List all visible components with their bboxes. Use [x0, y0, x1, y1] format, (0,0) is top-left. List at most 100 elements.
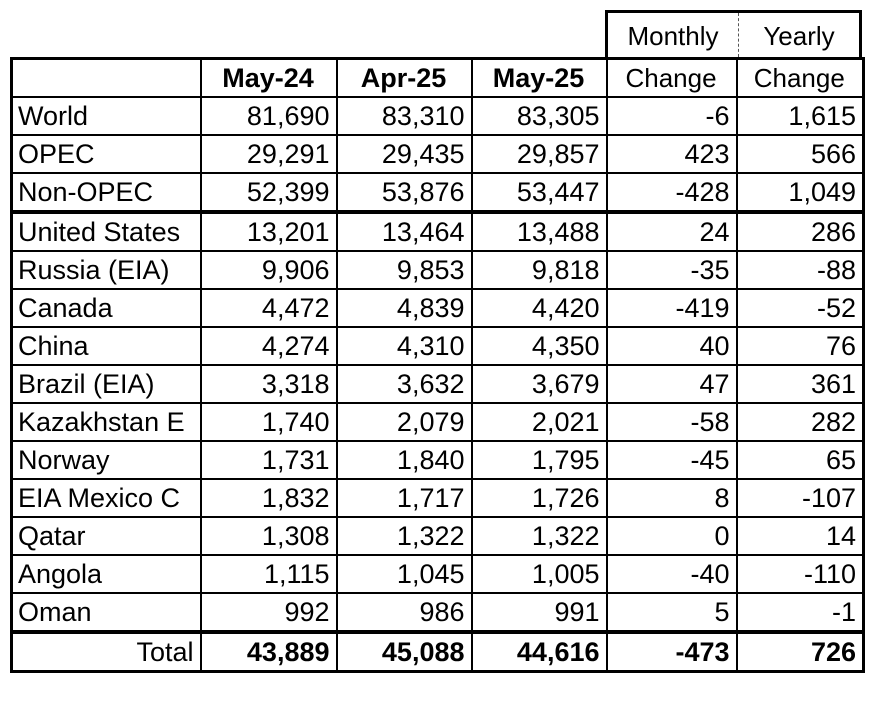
table-cell: 3,632	[335, 364, 473, 404]
table-cell: 1,308	[199, 516, 338, 556]
table-row: Canada 4,472 4,839 4,420 -419 -52	[10, 288, 865, 328]
table-cell: 1,840	[335, 440, 473, 480]
table-cell: 1,115	[199, 554, 338, 594]
table-cell: 9,906	[199, 250, 338, 290]
table-cell: 726	[735, 630, 865, 673]
header-blank	[10, 57, 202, 98]
table-cell: 4,310	[335, 326, 473, 366]
table-row: Angola 1,115 1,045 1,005 -40 -110	[10, 554, 865, 594]
table-cell: 4,350	[470, 326, 608, 366]
table-cell: 1,322	[335, 516, 473, 556]
row-label: Total	[10, 630, 202, 673]
row-label: Brazil (EIA)	[10, 364, 202, 404]
table-row: Total 43,889 45,088 44,616 -473 726	[10, 630, 865, 673]
table-cell: 76	[735, 326, 865, 366]
table-cell: 1,717	[335, 478, 473, 518]
header-apr-25: Apr-25	[335, 57, 473, 98]
table-cell: -419	[605, 288, 738, 328]
header-may-24: May-24	[199, 57, 338, 98]
table-cell: -107	[735, 478, 865, 518]
table-cell: 286	[735, 211, 865, 252]
row-label: Canada	[10, 288, 202, 328]
table-cell: 3,318	[199, 364, 338, 404]
table-cell: -1	[735, 592, 865, 633]
table-cell: -52	[735, 288, 865, 328]
table-cell: 1,731	[199, 440, 338, 480]
yearly-header: Yearly	[763, 21, 835, 51]
table-row: United States 13,201 13,464 13,488 24 286	[10, 211, 865, 252]
row-label: Non-OPEC	[10, 172, 202, 214]
table-cell: 29,291	[199, 134, 338, 174]
table-cell: 29,857	[470, 134, 608, 174]
table-cell: -35	[605, 250, 738, 290]
row-label: EIA Mexico C	[10, 478, 202, 518]
table-cell: -45	[605, 440, 738, 480]
table-cell: 282	[735, 402, 865, 442]
row-label: Angola	[10, 554, 202, 594]
table-row: China 4,274 4,310 4,350 40 76	[10, 326, 865, 366]
table-cell: 45,088	[335, 630, 473, 673]
table-cell: 9,853	[335, 250, 473, 290]
header-may-25: May-25	[470, 57, 608, 98]
table-cell: 0	[605, 516, 738, 556]
table-cell: 83,305	[470, 96, 608, 136]
table-cell: 1,740	[199, 402, 338, 442]
table-cell: 29,435	[335, 134, 473, 174]
change-header-top: Monthly Yearly	[605, 10, 862, 57]
table-cell: 991	[470, 592, 608, 633]
table-cell: 13,464	[335, 211, 473, 252]
table-row: World 81,690 83,310 83,305 -6 1,615	[10, 96, 865, 136]
table-cell: -58	[605, 402, 738, 442]
row-label: OPEC	[10, 134, 202, 174]
table-cell: 992	[199, 592, 338, 633]
table-cell: -428	[605, 172, 738, 214]
table-row: Norway 1,731 1,840 1,795 -45 65	[10, 440, 865, 480]
row-label: Kazakhstan E	[10, 402, 202, 442]
table-cell: 4,274	[199, 326, 338, 366]
table-cell: 40	[605, 326, 738, 366]
table-cell: 361	[735, 364, 865, 404]
table-cell: 43,889	[199, 630, 338, 673]
table-cell: 13,488	[470, 211, 608, 252]
table-cell: 53,447	[470, 172, 608, 214]
table-cell: 3,679	[470, 364, 608, 404]
row-label: Qatar	[10, 516, 202, 556]
table-cell: 8	[605, 478, 738, 518]
table-cell: 1,045	[335, 554, 473, 594]
table-cell: 81,690	[199, 96, 338, 136]
table-row: Russia (EIA) 9,906 9,853 9,818 -35 -88	[10, 250, 865, 290]
production-table: May-24 Apr-25 May-25 Change Change World…	[10, 57, 865, 673]
table-cell: 4,472	[199, 288, 338, 328]
table-cell: 53,876	[335, 172, 473, 214]
table-row: Non-OPEC 52,399 53,876 53,447 -428 1,049	[10, 172, 865, 214]
table-cell: 1,005	[470, 554, 608, 594]
table-cell: 44,616	[470, 630, 608, 673]
row-label: China	[10, 326, 202, 366]
row-label: Norway	[10, 440, 202, 480]
table-cell: -6	[605, 96, 738, 136]
monthly-header: Monthly	[608, 13, 739, 57]
table-cell: 5	[605, 592, 738, 633]
table-cell: 986	[335, 592, 473, 633]
table-cell: 24	[605, 211, 738, 252]
table-cell: 1,832	[199, 478, 338, 518]
header-yearly-change: Change	[735, 57, 865, 98]
table-cell: -110	[735, 554, 865, 594]
table-cell: 1,322	[470, 516, 608, 556]
table-cell: -88	[735, 250, 865, 290]
table-cell: 423	[605, 134, 738, 174]
table-cell: 2,079	[335, 402, 473, 442]
table-cell: 566	[735, 134, 865, 174]
table-cell: 47	[605, 364, 738, 404]
table-cell: 4,420	[470, 288, 608, 328]
table-cell: 2,021	[470, 402, 608, 442]
row-label: Russia (EIA)	[10, 250, 202, 290]
table-row: EIA Mexico C 1,832 1,717 1,726 8 -107	[10, 478, 865, 518]
table-cell: 1,049	[735, 172, 865, 214]
table-cell: 83,310	[335, 96, 473, 136]
table-row: Oman 992 986 991 5 -1	[10, 592, 865, 633]
table-cell: 65	[735, 440, 865, 480]
table-cell: -40	[605, 554, 738, 594]
table-row: Brazil (EIA) 3,318 3,632 3,679 47 361	[10, 364, 865, 404]
table-row: Qatar 1,308 1,322 1,322 0 14	[10, 516, 865, 556]
